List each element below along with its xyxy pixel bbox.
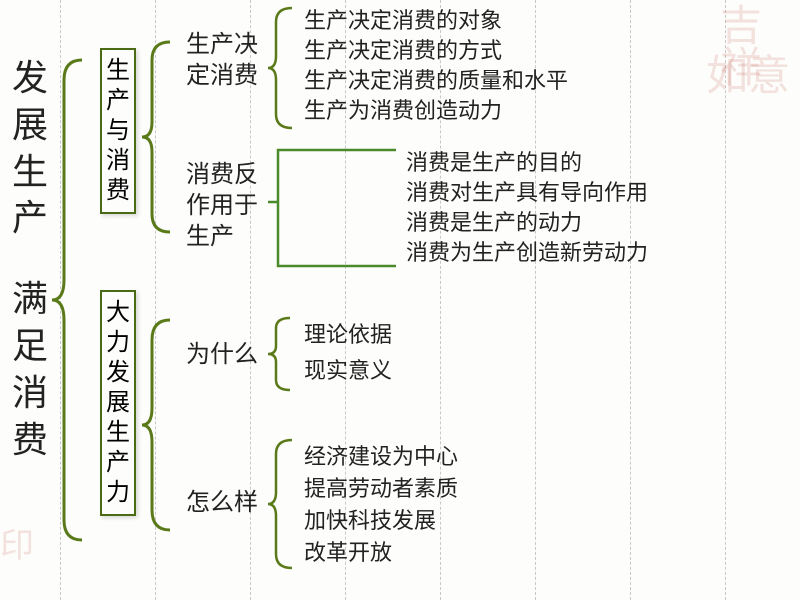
b1b-l1: 消费反 [186,162,258,188]
leaf-b2a-1: 现实意义 [304,356,392,386]
leaf-b1a-0: 生产决定消费的对象 [304,6,502,36]
box1-text: 生产与消费 [106,58,130,204]
label-how: 怎么样 [186,488,258,519]
leaf-b1a-2: 生产决定消费的质量和水平 [304,66,568,96]
label-production-determines: 生产决 定消费 [186,30,258,92]
watermark-seal: 印 [0,530,34,564]
box-production-consumption: 生产与消费 [100,48,136,214]
root-title-line1: 发展生产 [12,58,48,238]
b1b-bracket [268,150,398,270]
guideline [725,0,726,600]
b1a-l1: 生产决 [186,32,258,58]
watermark-seal: 吉祥 [720,6,800,90]
b1a-l2: 定消费 [186,63,258,89]
root-title: 发展生产 满足消费 [10,55,50,463]
b2a-brace [268,318,296,390]
box2-text: 大力发展生产力 [106,300,130,506]
leaf-b2a-0: 理论依据 [304,320,392,350]
label-why: 为什么 [186,340,258,371]
b2b-brace [268,440,298,568]
leaf-b1a-3: 生产为消费创造动力 [304,96,502,126]
box2-brace [142,320,176,530]
leaf-b2b-2: 加快科技发展 [304,506,436,536]
b1a-brace [268,8,298,128]
leaf-b2b-1: 提高劳动者素质 [304,474,458,504]
leaf-b1a-1: 生产决定消费的方式 [304,36,502,66]
label-consumption-reacts: 消费反 作用于 生产 [186,160,258,254]
b1b-l2: 作用于 [186,193,258,219]
leaf-b1b-1: 消费对生产具有导向作用 [406,178,648,208]
b1b-l3: 生产 [186,224,234,250]
leaf-b2b-3: 改革开放 [304,538,392,568]
root-title-line2: 满足消费 [12,279,48,459]
leaf-b2b-0: 经济建设为中心 [304,442,458,472]
leaf-b1b-0: 消费是生产的目的 [406,148,582,178]
root-brace [52,60,92,540]
box-develop-productivity: 大力发展生产力 [100,290,136,516]
leaf-b1b-3: 消费为生产创造新劳动力 [406,238,648,268]
watermark-seal: 如意 [706,56,790,98]
leaf-b1b-2: 消费是生产的动力 [406,208,582,238]
guideline [630,0,631,600]
box1-brace [142,42,176,232]
